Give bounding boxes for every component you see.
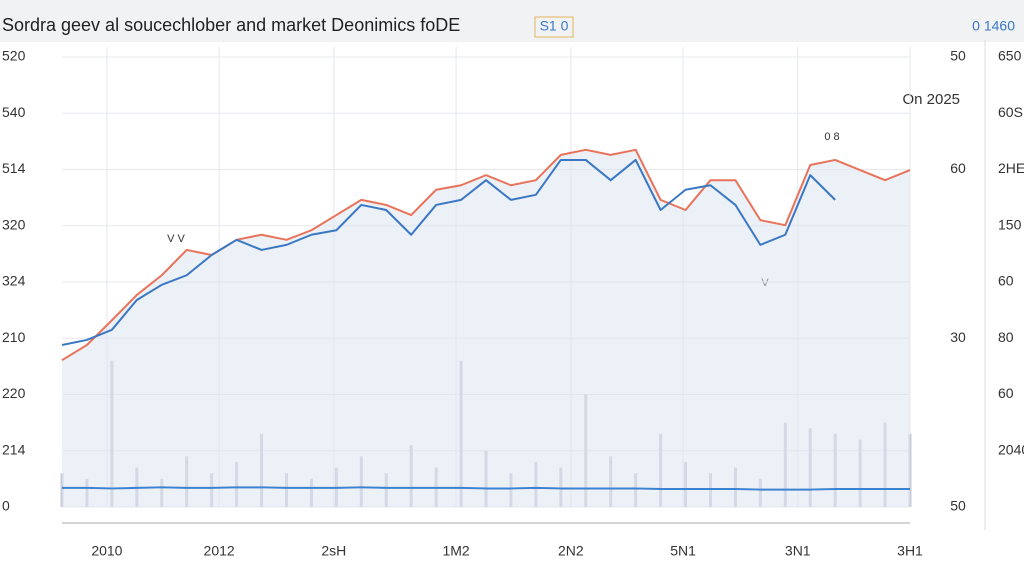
line [62, 486, 910, 491]
y-tick-label: 0 [2, 498, 10, 514]
y-tick-label: 210 [2, 329, 26, 345]
x-tick-label: 5N1 [670, 543, 696, 559]
annotation: 0 8 [824, 131, 839, 143]
x-tick-label: 2010 [91, 543, 122, 559]
x-tick-label: 2sH [321, 543, 346, 559]
y-tick-label: 520 [2, 48, 26, 64]
outer-tick-label: 2HE [998, 160, 1024, 176]
y-tick-label: 220 [2, 385, 26, 401]
line [61, 148, 911, 362]
y-tick-label: 214 [2, 441, 26, 457]
x-tick-label: 2012 [204, 543, 235, 559]
y-tick-label: 540 [2, 104, 26, 120]
badge: S1 0 [540, 18, 569, 34]
outer-tick-label: 60 [998, 273, 1014, 289]
x-tick-label: 3N1 [785, 543, 811, 559]
y-tick-label: 324 [2, 273, 26, 289]
y2-tick-label: 50 [950, 48, 966, 64]
badge-box [534, 16, 574, 38]
outer-tick-label: 150 [998, 216, 1022, 232]
y-tick-label: 320 [2, 216, 26, 232]
annotation: On 2025 [902, 91, 960, 108]
outer-tick-label: 80 [998, 329, 1014, 345]
area [62, 149, 910, 507]
x-tick-label: 3H1 [897, 543, 923, 559]
y2-tick-label: 30 [950, 329, 966, 345]
outer-tick-label: 60 [998, 385, 1014, 401]
outer-tick-label: 2040 [998, 441, 1024, 457]
chart-title: Sordra geev al soucechlober and market D… [2, 15, 460, 35]
line [61, 158, 836, 346]
y2-tick-label: 50 [950, 498, 966, 514]
header-bar [0, 0, 1024, 42]
x-tick-label: 1M2 [442, 543, 469, 559]
annotation: V V [167, 233, 185, 245]
outer-tick-label: 60S [998, 104, 1023, 120]
outer-tick-label: 650 [998, 48, 1022, 64]
x-tick-label: 2N2 [558, 543, 584, 559]
y-tick-label: 514 [2, 160, 26, 176]
y2-tick-label: 60 [950, 160, 966, 176]
corner-label: 0 1460 [972, 18, 1015, 34]
